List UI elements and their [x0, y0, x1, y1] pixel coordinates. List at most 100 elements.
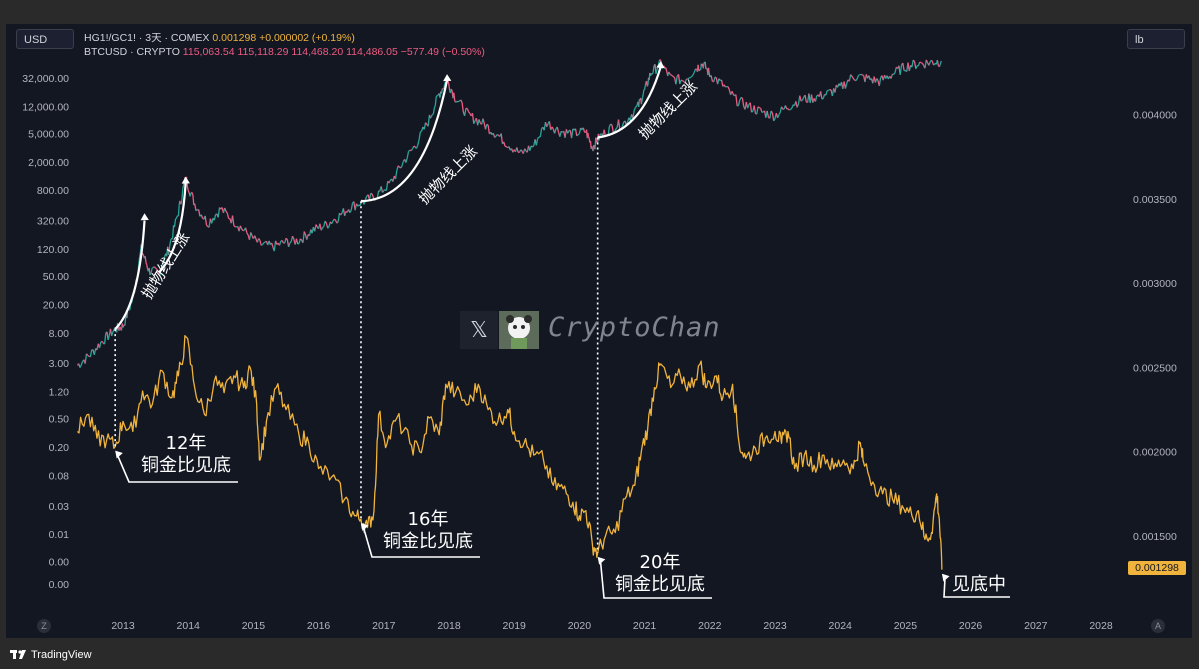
btc-segment — [333, 218, 336, 221]
btc-segment — [457, 100, 460, 103]
btc-segment — [677, 74, 681, 85]
series-layer — [76, 59, 943, 570]
right-axis[interactable]: 0.001500 0.002000 0.002500 0.003000 0.003500… — [1133, 110, 1177, 544]
btc-segment — [591, 146, 594, 149]
btc-segment — [828, 88, 831, 91]
btc-segment — [281, 240, 284, 244]
btc-segment — [801, 97, 805, 101]
arrow-head — [597, 556, 606, 565]
callout-line — [117, 456, 238, 483]
btc-segment — [710, 75, 714, 82]
x-axis-tick: 2014 — [177, 620, 201, 632]
btc-segment — [856, 75, 860, 80]
btc-segment — [418, 131, 421, 141]
btc-segment — [260, 244, 263, 246]
currency-button[interactable]: USD — [16, 29, 74, 49]
btc-segment — [187, 190, 190, 194]
left-axis-tick: 0.00 — [49, 579, 70, 591]
btc-segment — [751, 110, 754, 113]
btc-segment — [924, 59, 927, 69]
chart-panel — [6, 24, 1192, 638]
btc-segment — [611, 125, 614, 133]
btc-segment — [460, 99, 463, 103]
left-axis-tick: 800.00 — [37, 185, 69, 197]
btc-segment — [899, 65, 903, 75]
btc-segment — [388, 180, 391, 184]
btc-segment — [646, 84, 649, 87]
tradingview-brand[interactable]: TradingView — [31, 649, 92, 661]
btc-segment — [670, 74, 673, 77]
parabolic-curve — [360, 79, 449, 203]
btc-segment — [850, 74, 853, 77]
btc-segment — [250, 232, 253, 237]
btc-segment — [450, 88, 453, 92]
x-axis[interactable]: 2013 2014 2015 2016 2017 2018 2019 2020 2021 2022… — [111, 620, 1113, 632]
btc-segment — [919, 61, 922, 64]
callout-text: 铜金比见底 — [383, 531, 473, 552]
btc-segment — [617, 119, 621, 130]
left-axis-tick: 0.00 — [49, 556, 70, 568]
btc-segment — [145, 262, 148, 265]
btc-segment — [415, 145, 419, 149]
legend-btc[interactable]: BTCUSD · CRYPTO 115,063.54 115,118.29 11… — [84, 46, 485, 58]
footer — [0, 640, 1199, 669]
btc-segment — [461, 102, 464, 113]
btc-segment — [570, 128, 574, 139]
btc-segment — [492, 133, 496, 138]
btc-segment — [532, 145, 535, 148]
btc-segment — [595, 137, 597, 141]
btc-segment — [640, 101, 643, 105]
btc-segment — [851, 76, 854, 79]
btc-segment — [354, 203, 358, 211]
btc-segment — [930, 59, 933, 62]
left-axis-tick: 120.00 — [37, 244, 69, 256]
btc-segment — [155, 267, 158, 270]
btc-segment — [239, 225, 243, 230]
zoom-button[interactable]: Z — [37, 619, 51, 633]
x-axis-tick: 2024 — [829, 620, 853, 632]
btc-segment — [151, 267, 154, 269]
btc-segment — [644, 82, 647, 87]
btc-segment — [231, 215, 235, 226]
x-axis-tick: 2015 — [242, 620, 266, 632]
auto-scale-button[interactable]: A — [1151, 619, 1165, 633]
btc-segment — [777, 114, 780, 119]
parabolic-arrow-2017 — [360, 74, 452, 203]
legend-copper-change: +0.000002 (+0.19%) — [259, 32, 355, 44]
btc-segment — [655, 68, 658, 74]
btc-segment — [621, 121, 625, 127]
btc-segment — [153, 266, 156, 268]
btc-segment — [495, 134, 498, 137]
btc-segment — [720, 79, 724, 87]
btc-segment — [799, 95, 802, 102]
btc-segment — [324, 220, 327, 224]
btc-segment — [503, 141, 506, 147]
btc-segment — [868, 75, 871, 81]
btc-segment — [931, 61, 935, 66]
unit-button[interactable]: lb — [1127, 29, 1185, 49]
btc-segment — [804, 94, 807, 103]
btc-segment — [242, 229, 245, 232]
btc-segment — [693, 68, 697, 73]
btc-segment — [241, 228, 244, 232]
btc-segment — [671, 75, 674, 78]
btc-segment — [385, 181, 389, 191]
x-axis-tick: 2025 — [894, 620, 918, 632]
legend-copper-symbol: HG1!/GC1! · 3天 · COMEX — [84, 32, 210, 44]
btc-segment — [473, 120, 476, 125]
btc-segment — [796, 103, 800, 108]
btc-segment — [848, 74, 852, 82]
btc-segment — [769, 110, 772, 119]
btc-segment — [432, 107, 435, 115]
btc-segment — [819, 91, 823, 100]
legend-copper[interactable]: HG1!/GC1! · 3天 · COMEX 0.001298 +0.00000… — [84, 30, 355, 45]
btc-segment — [749, 102, 753, 113]
btc-segment — [902, 62, 905, 71]
btc-segment — [494, 135, 497, 138]
btc-segment — [687, 77, 690, 80]
btc-segment — [424, 122, 428, 125]
btc-segment — [486, 123, 489, 126]
btc-segment — [441, 88, 444, 90]
